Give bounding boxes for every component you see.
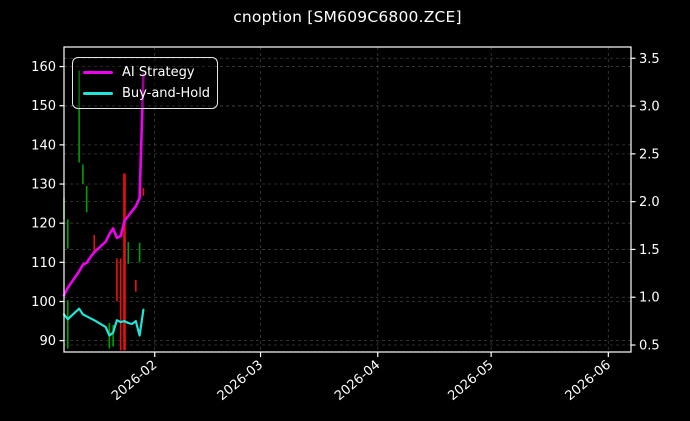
buy-and-hold-line-swatch (83, 91, 113, 96)
y-tick-label-left: 110 (31, 256, 56, 271)
plot-border (63, 46, 632, 353)
legend-label: AI Strategy (122, 65, 195, 80)
y-tick-label-left: 130 (31, 178, 56, 193)
x-tick-label: 2026-06 (563, 358, 614, 404)
line-series (62, 73, 145, 337)
legend-item-ai-strategy: AI Strategy (83, 64, 207, 81)
y-tick-label-left: 90 (39, 334, 56, 349)
x-tick-label: 2026-04 (332, 358, 383, 404)
ai-strategy-line-swatch (83, 70, 113, 75)
series-line-ai-strategy (62, 73, 145, 297)
legend: AI Strategy Buy-and-Hold (72, 57, 218, 109)
y-tick-label-left: 160 (31, 60, 56, 75)
x-tick-label: 2026-03 (215, 358, 266, 404)
y-tick-label-right: 0.5 (639, 339, 660, 354)
grid-lines (64, 47, 631, 352)
y-tick-label-right: 3.5 (639, 52, 660, 67)
legend-item-buy-and-hold: Buy-and-Hold (83, 85, 211, 102)
y-tick-label-left: 140 (31, 138, 56, 153)
y-tick-label-left: 120 (31, 217, 56, 232)
legend-label: Buy-and-Hold (122, 86, 211, 101)
y-tick-label-right: 1.0 (639, 291, 660, 306)
y-tick-label-right: 2.5 (639, 147, 660, 162)
y-tick-label-right: 1.5 (639, 243, 660, 258)
x-tick-label: 2026-02 (109, 358, 160, 404)
y-tick-label-right: 2.0 (639, 195, 660, 210)
y-tick-label-right: 3.0 (639, 100, 660, 115)
y-tick-label-left: 150 (31, 99, 56, 114)
x-tick-label: 2026-05 (445, 358, 496, 404)
chart-title: cnoption [SM609C6800.ZCE] (233, 8, 462, 26)
series-line-buy-and-hold (62, 307, 145, 337)
y-tick-label-left: 100 (31, 295, 56, 310)
